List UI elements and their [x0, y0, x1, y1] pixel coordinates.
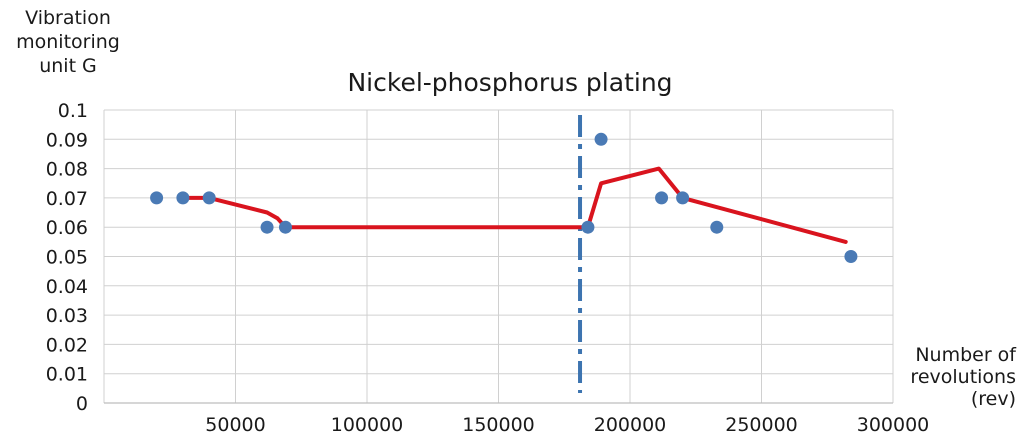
y-tick-label: 0.02 [46, 334, 88, 356]
data-point [278, 220, 292, 234]
data-point [202, 191, 216, 205]
y-tick-label: 0.09 [46, 129, 88, 151]
y-tick-label: 0.1 [58, 100, 88, 122]
data-point [844, 250, 858, 263]
series-lines [180, 166, 848, 244]
data-point [676, 191, 690, 205]
y-tick-label: 0.03 [46, 305, 88, 327]
trend-line [180, 166, 848, 244]
chart-title: Nickel-phosphorus plating [0, 68, 1024, 97]
data-point [176, 191, 190, 205]
x-tick-label: 150000 [462, 414, 535, 436]
x-tick-label: 300000 [857, 414, 930, 436]
y-tick-label: 0.08 [46, 159, 88, 181]
y-tick-labels: 0 0.01 0.02 0.03 0.04 0.05 0.06 0.07 0.08 0.09 0.1 [46, 100, 88, 415]
y-tick-label: 0.07 [46, 188, 88, 210]
y-tick-label: 0.06 [46, 217, 88, 239]
x-tick-label: 100000 [331, 414, 404, 436]
series-points [150, 132, 858, 263]
data-point [150, 191, 164, 205]
y-axis-label: Vibration monitoring unit G [16, 7, 120, 77]
y-tick-label: 0.01 [46, 364, 88, 386]
x-tick-label: 50000 [205, 414, 265, 436]
y-tick-label: 0.04 [46, 276, 88, 298]
data-point [260, 220, 274, 234]
grid [103, 109, 894, 404]
x-tick-labels: 50000 100000 150000 200000 250000 300000 [205, 414, 929, 436]
chart-title-text: Nickel-phosphorus plating [347, 68, 673, 97]
x-axis-label: Number of revolutions (rev) [910, 344, 1016, 410]
data-point [710, 220, 724, 234]
data-point [581, 220, 595, 234]
data-point [594, 132, 608, 146]
y-tick-label: 0 [76, 393, 88, 415]
data-point [655, 191, 669, 205]
y-tick-label: 0.05 [46, 247, 88, 269]
x-tick-label: 250000 [725, 414, 798, 436]
x-tick-label: 200000 [594, 414, 667, 436]
